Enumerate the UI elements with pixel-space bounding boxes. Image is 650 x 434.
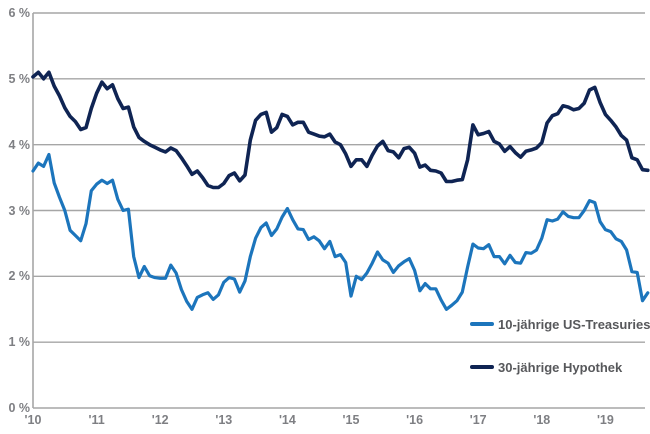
y-tick-label: 1 % xyxy=(8,335,30,350)
x-tick-label: '17 xyxy=(469,413,487,427)
legend-label-treasuries: 10-jährige US-Treasuries xyxy=(498,316,650,332)
y-tick-label: 6 % xyxy=(8,6,30,20)
series-line-0 xyxy=(31,152,650,311)
y-tick-label: 5 % xyxy=(8,71,30,86)
x-tick-label: '14 xyxy=(278,413,296,427)
series-line-1 xyxy=(31,70,650,190)
y-tick-label: 4 % xyxy=(8,137,30,152)
x-tick-label: '11 xyxy=(88,413,105,427)
legend-entry-mortgage: 30-jährige Hypothek xyxy=(470,359,622,375)
x-tick-label: '19 xyxy=(596,413,614,427)
x-tick-label: '16 xyxy=(406,413,424,427)
x-tick-label: '15 xyxy=(342,413,360,427)
legend-label-mortgage: 30-jährige Hypothek xyxy=(498,359,623,375)
x-tick-label: '18 xyxy=(533,413,551,427)
y-tick-label: 3 % xyxy=(8,203,30,218)
x-tick-label: '10 xyxy=(24,413,42,427)
y-tick-label: 2 % xyxy=(8,269,30,284)
x-tick-label: '12 xyxy=(151,413,169,427)
x-tick-label: '13 xyxy=(215,413,233,427)
mortgage-line-swatch xyxy=(470,364,494,370)
legend-entry-treasuries: 10-jährige US-Treasuries xyxy=(470,316,650,332)
y-tick-label: 0 % xyxy=(8,401,30,415)
treasuries-line-swatch xyxy=(470,322,494,326)
